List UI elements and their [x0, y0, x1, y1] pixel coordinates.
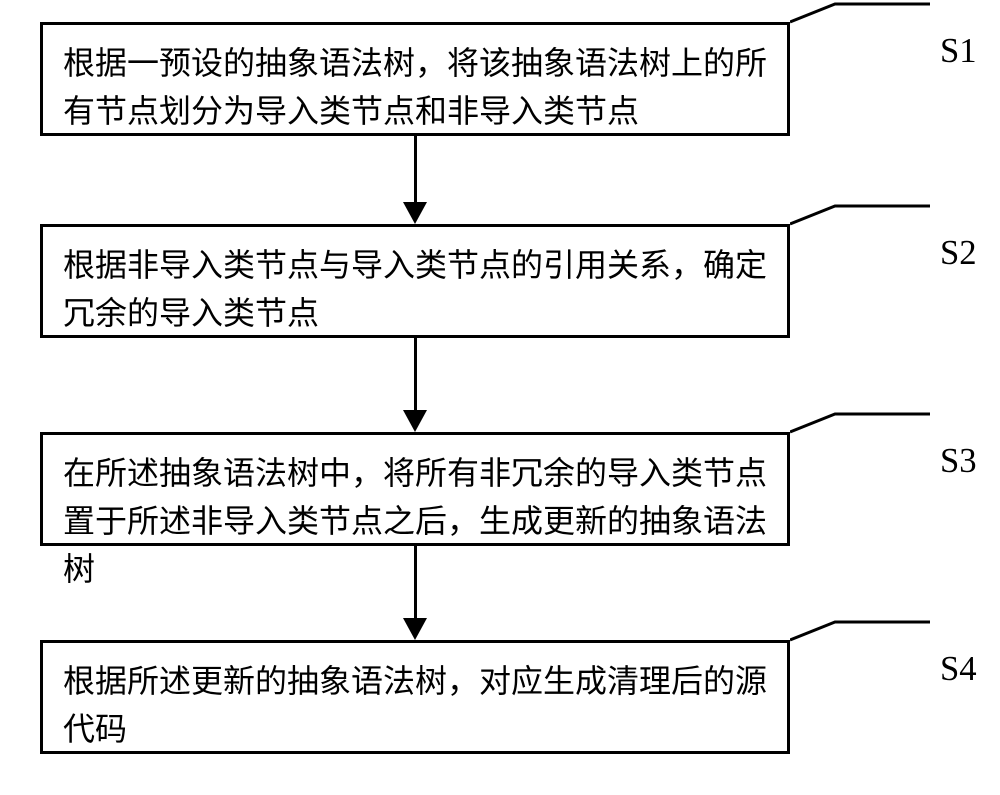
connector-line: [790, 2, 934, 24]
flow-step-text: 根据所述更新的抽象语法树，对应生成清理后的源代码: [63, 657, 767, 753]
arrow-head-icon: [403, 202, 427, 224]
flow-step-label: S3: [940, 442, 977, 481]
flow-step-box: 根据所述更新的抽象语法树，对应生成清理后的源代码: [40, 640, 790, 754]
flow-step-text: 根据一预设的抽象语法树，将该抽象语法树上的所有节点划分为导入类节点和非导入类节点: [63, 39, 767, 135]
connector-line: [790, 412, 934, 434]
flow-step-label: S4: [940, 650, 977, 689]
flow-step-box: 根据非导入类节点与导入类节点的引用关系，确定冗余的导入类节点: [40, 224, 790, 338]
arrow-line: [414, 338, 417, 410]
flow-step-text: 根据非导入类节点与导入类节点的引用关系，确定冗余的导入类节点: [63, 241, 767, 337]
flow-step-box: 在所述抽象语法树中，将所有非冗余的导入类节点置于所述非导入类节点之后，生成更新的…: [40, 432, 790, 546]
connector-line: [790, 620, 934, 642]
connector-line: [790, 204, 934, 226]
arrow-line: [414, 546, 417, 618]
flow-step-box: 根据一预设的抽象语法树，将该抽象语法树上的所有节点划分为导入类节点和非导入类节点: [40, 22, 790, 136]
flowchart-canvas: 根据一预设的抽象语法树，将该抽象语法树上的所有节点划分为导入类节点和非导入类节点…: [0, 0, 1000, 795]
flow-step-label: S1: [940, 32, 977, 71]
arrow-line: [414, 136, 417, 202]
arrow-head-icon: [403, 618, 427, 640]
flow-step-label: S2: [940, 234, 977, 273]
arrow-head-icon: [403, 410, 427, 432]
